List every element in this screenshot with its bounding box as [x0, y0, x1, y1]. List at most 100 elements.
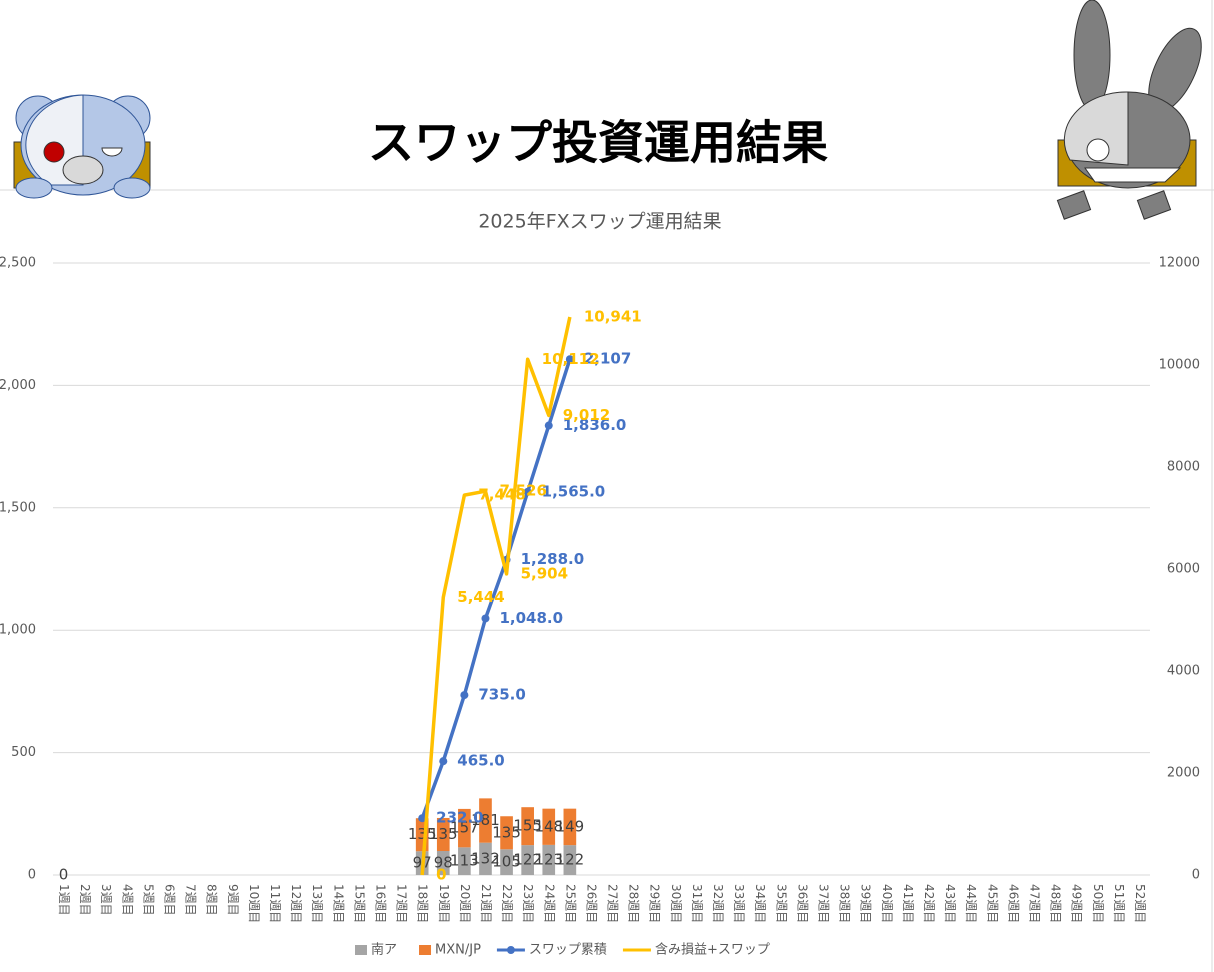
x-tick-label: 5週目 [141, 884, 155, 916]
x-tick-label: 18週目 [416, 884, 430, 923]
bar [563, 845, 577, 875]
line-label: 1,288.0 [521, 550, 585, 568]
bar [500, 849, 513, 875]
x-tick-label: 15週目 [352, 884, 366, 923]
legend-swatch [419, 945, 432, 955]
bar [479, 798, 492, 843]
bar-label: 148 [534, 817, 563, 835]
line-label: 232.0 [436, 809, 483, 827]
x-tick-label: 11週目 [268, 884, 282, 923]
legend-label: MXN/JP [435, 943, 481, 958]
line-marker [523, 487, 532, 496]
line-label: 7,526 [499, 482, 546, 500]
bar-label: 132 [471, 849, 500, 867]
x-tick-label: 41週目 [901, 884, 915, 923]
line [420, 316, 572, 876]
bar-label: 122 [513, 851, 542, 869]
x-tick-label: 21週目 [479, 884, 493, 923]
x-tick-label: 46週目 [1006, 884, 1020, 923]
y-tick-label: 0 [28, 868, 36, 883]
line-label: 10,941 [584, 308, 642, 326]
x-tick-label: 20週目 [458, 884, 472, 923]
bar-label: 105 [492, 853, 521, 871]
x-tick-label: 43週目 [943, 884, 957, 923]
line-marker [565, 355, 574, 364]
x-tick-label: 52週目 [1133, 884, 1147, 923]
x-tick-label: 39週目 [859, 884, 873, 923]
x-tick-label: 8週目 [205, 884, 219, 916]
x-tick-label: 34週目 [753, 884, 767, 923]
bar-label: 135 [429, 825, 458, 843]
x-tick-label: 48週目 [1049, 884, 1063, 923]
x-tick-label: 22週目 [500, 884, 514, 923]
bar [436, 851, 450, 875]
bar [458, 847, 471, 875]
x-tick-label: 3週目 [99, 884, 113, 916]
x-tick-label: 6週目 [163, 884, 177, 916]
x-tick-label: 42週目 [922, 884, 936, 923]
x-tick-label: 49週目 [1070, 884, 1084, 923]
bar [563, 808, 577, 846]
y2-tick-label: 6000 [1167, 562, 1200, 577]
page-title: スワップ投資運用結果 [368, 116, 828, 170]
y2-tick-label: 8000 [1167, 460, 1200, 475]
x-tick-label: 2週目 [78, 884, 92, 916]
y2-tick-label: 4000 [1167, 664, 1200, 679]
x-tick-label: 37週目 [817, 884, 831, 923]
line-label: 0 [436, 866, 446, 884]
x-tick-label: 31週目 [690, 884, 704, 923]
x-tick-label: 33週目 [732, 884, 746, 923]
line-label: 1,836.0 [563, 416, 627, 434]
bar-label: 113 [450, 852, 479, 870]
bar-label: 0 [59, 866, 69, 884]
line-label: 2,107 [584, 350, 631, 368]
bar-label: 135 [408, 825, 437, 843]
bar [500, 816, 513, 850]
bar [479, 842, 492, 875]
line-label: 5,444 [457, 588, 504, 606]
bar [521, 845, 534, 875]
y-tick-label: 1,000 [0, 623, 36, 638]
line [420, 358, 572, 819]
line-label: 465.0 [457, 752, 504, 770]
bar [458, 808, 471, 848]
rabbit-mascot [1056, 0, 1202, 220]
legend-label: 含み損益+スワップ [655, 942, 770, 958]
x-tick-label: 35週目 [774, 884, 788, 923]
bar [542, 808, 556, 845]
bar-label: 181 [471, 811, 500, 829]
line-label: 9,012 [563, 406, 610, 424]
bar [436, 817, 450, 852]
x-tick-label: 26週目 [584, 884, 598, 923]
x-tick-label: 24週目 [542, 884, 556, 923]
x-tick-label: 27週目 [606, 884, 620, 923]
x-tick-label: 47週目 [1027, 884, 1041, 923]
x-tick-label: 13週目 [310, 884, 324, 923]
legend-swatch [355, 945, 367, 955]
line-label: 735.0 [478, 686, 525, 704]
x-tick-label: 51週目 [1112, 884, 1126, 923]
bar [521, 807, 534, 846]
y-tick-label: 2,000 [0, 378, 36, 393]
line-label: 1,048.0 [499, 609, 563, 627]
x-tick-label: 50週目 [1091, 884, 1105, 923]
x-tick-label: 40週目 [880, 884, 894, 923]
line-marker [439, 757, 448, 766]
legend-label: 南ア [371, 942, 397, 958]
line-label: 10,112 [542, 350, 600, 368]
x-tick-label: 23週目 [521, 884, 535, 923]
line-marker [418, 814, 427, 823]
bar-label: 122 [556, 851, 585, 869]
y2-tick-label: 2000 [1167, 766, 1200, 781]
line-marker [544, 421, 553, 430]
x-tick-label: 12週目 [289, 884, 303, 923]
bar-label: 98 [434, 854, 453, 872]
x-tick-label: 36週目 [795, 884, 809, 923]
y2-tick-label: 10000 [1159, 358, 1200, 373]
y-tick-label: 500 [11, 745, 36, 760]
bar-label: 123 [534, 850, 563, 868]
x-tick-label: 32週目 [711, 884, 725, 923]
bear-mascot [13, 94, 151, 199]
x-tick-label: 7週目 [184, 884, 198, 916]
